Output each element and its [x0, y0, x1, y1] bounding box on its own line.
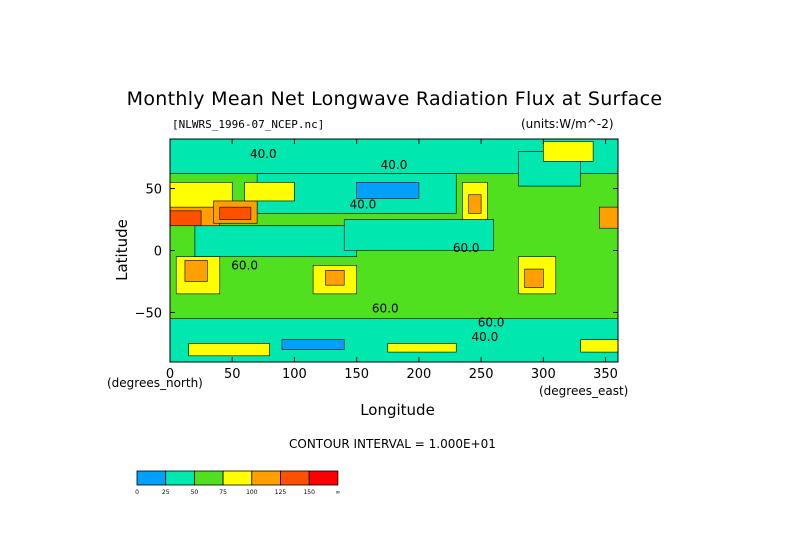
colorbar-swatch — [136, 470, 167, 486]
units-label: (units:W/m^-2) — [521, 117, 614, 131]
heatmap-region — [169, 210, 202, 227]
contour-label: 60.0 — [453, 241, 480, 255]
x-axis-label: Longitude — [360, 401, 435, 419]
x-axis-unit: (degrees_east) — [539, 384, 629, 398]
heatmap-region — [325, 270, 345, 286]
heatmap-region — [184, 260, 208, 282]
x-tick-label: 150 — [344, 367, 369, 382]
colorbar-label: ∞ — [335, 489, 340, 496]
contour-interval: CONTOUR INTERVAL = 1.000E+01 — [289, 437, 496, 451]
y-tick-label: 0 — [154, 245, 162, 260]
colorbar-label: 0 — [135, 489, 139, 496]
file-label: [NLWRS_1996-07_NCEP.nc] — [172, 118, 325, 131]
y-tick-label: 50 — [145, 183, 162, 198]
contour-label: 40.0 — [350, 198, 377, 212]
heatmap-region — [244, 182, 295, 202]
contour-label: 40.0 — [471, 330, 498, 344]
chart-title: Monthly Mean Net Longwave Radiation Flux… — [126, 88, 663, 110]
colorbar-swatch — [222, 470, 253, 486]
heatmap-region — [343, 219, 494, 251]
heatmap-region — [188, 343, 270, 357]
colorbar-swatch — [308, 470, 339, 486]
contour-label: 60.0 — [372, 302, 399, 316]
x-tick-label: 0 — [166, 367, 174, 382]
heatmap-region — [543, 141, 594, 162]
heatmap-region — [524, 268, 544, 288]
heatmap-region — [387, 343, 457, 353]
contour-label: 60.0 — [478, 315, 505, 329]
y-tick-label: −50 — [135, 306, 162, 321]
colorbar-swatch — [165, 470, 195, 486]
colorbar-swatch — [251, 470, 281, 486]
colorbar-label: 25 — [162, 489, 170, 496]
colorbar-swatch — [280, 470, 310, 486]
colorbar-label: 125 — [275, 489, 287, 496]
x-tick-label: 300 — [531, 367, 556, 382]
heatmap-region — [356, 182, 420, 199]
heatmap-region — [194, 225, 357, 257]
colorbar-label: 50 — [191, 489, 199, 496]
x-tick-label: 200 — [406, 367, 431, 382]
x-tick-label: 50 — [224, 367, 241, 382]
heatmap-region — [580, 339, 619, 353]
colorbar-label: 150 — [303, 489, 315, 496]
y-axis-unit: (degrees_north) — [107, 376, 203, 390]
colorbar-swatch — [193, 470, 224, 486]
x-tick-label: 250 — [469, 367, 494, 382]
contour-label: 60.0 — [231, 258, 258, 272]
colorbar-label: 100 — [246, 489, 258, 496]
contour-label: 40.0 — [381, 158, 408, 172]
heatmap-region — [599, 206, 619, 229]
contour-label: 40.0 — [250, 147, 277, 161]
colorbar-label: 75 — [219, 489, 227, 496]
heatmap-region — [468, 194, 482, 214]
heatmap-region — [219, 206, 252, 220]
heatmap-region — [281, 339, 345, 350]
x-tick-label: 100 — [282, 367, 307, 382]
x-tick-label: 350 — [593, 367, 618, 382]
